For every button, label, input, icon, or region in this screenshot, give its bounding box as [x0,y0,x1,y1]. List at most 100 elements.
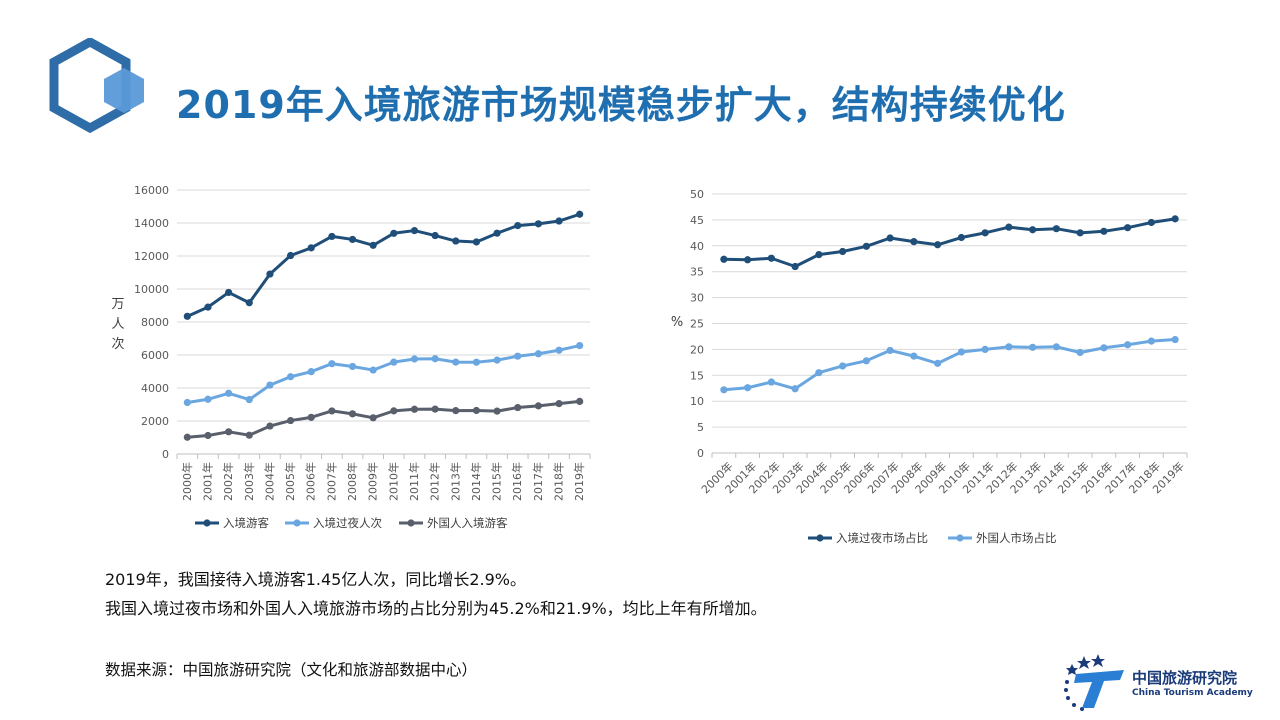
cta-logo-icon [1064,654,1124,711]
data-point [369,414,377,422]
x-tick-label: 2018年 [552,462,566,501]
data-point [555,217,563,225]
x-tick-label: 2005年 [283,462,297,501]
data-point [514,221,522,230]
data-point [286,373,295,381]
description-line-2: 我国入境过夜市场和外国人入境旅游市场的占比分别为45.2%和21.9%，均比上年… [105,599,767,618]
series-line-0 [186,212,581,318]
legend-label: 入境过夜市场占比 [836,531,928,545]
x-tick-label: 2008年 [345,462,359,501]
x-tick-label: 2013年 [448,462,462,501]
data-point [576,341,584,350]
data-point [534,220,542,228]
data-point [744,256,752,264]
y-tick-label: 16000 [134,184,169,197]
data-point [390,229,398,237]
data-point [328,232,336,241]
y-axis-label: % [671,315,683,330]
x-tick-label: 2012年 [428,462,442,501]
data-point [183,433,191,441]
data-point [410,226,419,235]
data-point [245,395,253,404]
data-point [204,303,212,311]
data-point [957,233,965,242]
y-tick-label: 5 [697,421,704,434]
data-point [1124,224,1132,232]
data-point [245,299,253,307]
data-point [534,350,542,358]
y-tick-label: 8000 [141,316,169,329]
data-point [514,352,522,360]
x-tick-label: 2015年 [490,462,504,501]
data-point [431,405,439,413]
data-point [555,400,563,408]
org-name-en: China Tourism Academy [1132,688,1253,698]
data-point [390,407,398,415]
data-point [225,389,233,397]
data-point [791,385,799,393]
data-point [410,405,419,413]
data-point [514,403,522,412]
data-point [576,397,584,405]
y-tick-label: 25 [690,318,704,331]
y-tick-label: 40 [690,240,704,253]
data-point [815,251,823,259]
x-tick-label: 2009年 [366,462,380,501]
data-point [981,345,989,353]
y-tick-label: 14000 [134,217,169,230]
data-point [472,406,481,415]
data-point [791,262,799,271]
chart-inbound-visitors: 0 2000 4000 6000 8000 10000 12000 14000 16000 200… [111,184,591,530]
data-point [839,362,847,370]
data-point [431,231,439,240]
data-point [862,242,870,250]
data-point [981,229,989,237]
y-tick-label: 35 [690,266,704,279]
data-point [555,346,563,354]
data-point [452,407,460,415]
legend-label: 入境过夜人次 [313,516,382,530]
y-axis-label: 万 [111,297,124,312]
data-point [1100,227,1108,235]
data-point [245,431,253,439]
data-point [767,378,775,386]
data-point [1171,335,1179,344]
data-point [1076,229,1084,237]
data-point [472,358,481,366]
data-point [307,244,315,252]
data-point [720,386,728,394]
data-point [1076,348,1084,357]
data-point [307,413,315,421]
data-point [534,402,542,410]
data-point [431,355,439,363]
data-point [839,247,847,256]
data-point [910,238,918,246]
data-point [1029,343,1037,351]
legend-item-1: 入境过夜人次 [285,516,382,530]
data-point [720,255,728,263]
data-point [862,357,870,365]
y-axis-label: 人 [111,317,124,332]
data-point [934,241,942,249]
data-point [369,366,377,374]
x-tick-label: 2017年 [531,462,545,501]
x-tick-label: 2000年 [180,462,194,501]
page-title: 2019年入境旅游市场规模稳步扩大，结构持续优化 [176,83,1066,127]
legend-item-0: 入境过夜市场占比 [808,531,928,545]
data-point [328,407,336,415]
data-point [493,229,501,237]
data-point [493,356,501,364]
data-point [410,355,419,363]
series-line-1 [187,344,581,404]
data-point [957,348,965,356]
data-point [348,235,357,244]
data-point [348,410,357,418]
y-tick-label: 45 [690,214,704,227]
data-point [934,359,942,367]
y-tick-label: 50 [690,188,704,201]
data-point [1147,337,1155,345]
series-line-1 [723,338,1176,392]
data-point [1005,223,1013,231]
data-point [390,358,398,366]
data-source: 数据来源：中国旅游研究院（文化和旅游部数据中心） [105,661,478,679]
